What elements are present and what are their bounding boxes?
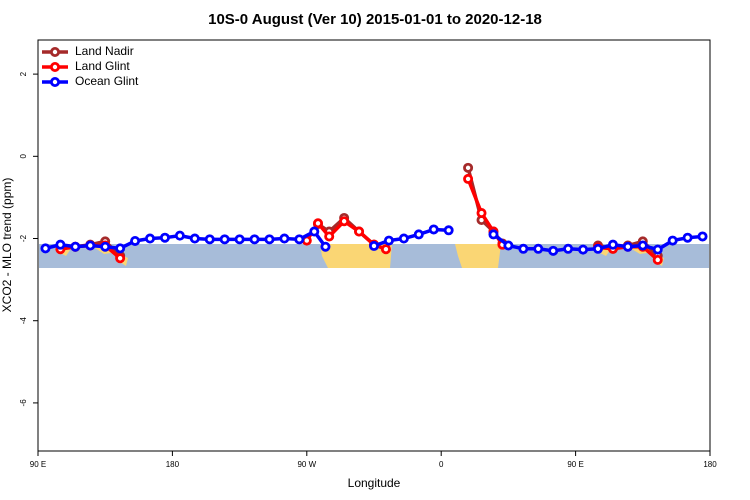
point xyxy=(652,244,663,255)
point xyxy=(100,241,111,252)
point xyxy=(398,233,409,244)
plot-frame xyxy=(37,39,711,452)
legend-label: Ocean Glint xyxy=(75,74,139,88)
point xyxy=(234,234,245,245)
point xyxy=(443,225,454,236)
x-tick-label: 0 xyxy=(439,460,444,469)
point xyxy=(697,231,708,242)
point xyxy=(115,253,126,264)
point xyxy=(463,173,474,184)
point xyxy=(518,243,529,254)
point xyxy=(339,216,350,227)
y-tick-label: -6 xyxy=(19,399,28,407)
x-tick-label: 90 E xyxy=(567,460,583,469)
x-axis-label: Longitude xyxy=(348,476,401,490)
point xyxy=(548,245,559,256)
point xyxy=(320,241,331,252)
point xyxy=(40,243,51,254)
point xyxy=(563,243,574,254)
point xyxy=(593,243,604,254)
point xyxy=(189,233,200,244)
point xyxy=(219,234,230,245)
x-tick-label: 180 xyxy=(166,460,180,469)
legend-label: Land Glint xyxy=(75,59,130,73)
point xyxy=(279,233,290,244)
legend-marker xyxy=(50,62,61,73)
y-tick-label: -2 xyxy=(19,234,28,242)
point xyxy=(476,208,487,219)
point xyxy=(144,233,155,244)
point xyxy=(503,240,514,251)
legend-marker xyxy=(50,47,61,58)
point xyxy=(488,229,499,240)
x-tick-label: 90 W xyxy=(297,460,316,469)
point xyxy=(312,218,323,229)
y-axis-label: XCO2 - MLO trend (ppm) xyxy=(0,178,14,313)
chart-title: 10S-0 August (Ver 10) 2015-01-01 to 2020… xyxy=(208,11,542,28)
point xyxy=(380,244,391,255)
point xyxy=(115,243,126,254)
point xyxy=(652,254,663,265)
point xyxy=(174,230,185,241)
legend-label: Land Nadir xyxy=(75,44,134,58)
point xyxy=(682,232,693,243)
point xyxy=(607,239,618,250)
point xyxy=(249,234,260,245)
point xyxy=(85,240,96,251)
point xyxy=(533,243,544,254)
point xyxy=(578,244,589,255)
point xyxy=(463,162,474,173)
x-tick-label: 90 E xyxy=(30,460,46,469)
x-tick-label: 180 xyxy=(703,460,717,469)
point xyxy=(309,226,320,237)
point xyxy=(383,235,394,246)
point xyxy=(354,226,365,237)
point xyxy=(324,231,335,242)
point xyxy=(413,229,424,240)
y-tick-label: 0 xyxy=(19,154,28,159)
point xyxy=(55,239,66,250)
point xyxy=(159,232,170,243)
point xyxy=(264,234,275,245)
point xyxy=(667,235,678,246)
point xyxy=(622,241,633,252)
point xyxy=(428,224,439,235)
point xyxy=(130,235,141,246)
y-tick-label: -4 xyxy=(19,317,28,325)
point xyxy=(637,240,648,251)
point xyxy=(70,241,81,252)
point xyxy=(294,234,305,245)
point xyxy=(204,234,215,245)
point xyxy=(368,240,379,251)
legend-marker xyxy=(50,77,61,88)
y-tick-label: 2 xyxy=(19,71,28,76)
